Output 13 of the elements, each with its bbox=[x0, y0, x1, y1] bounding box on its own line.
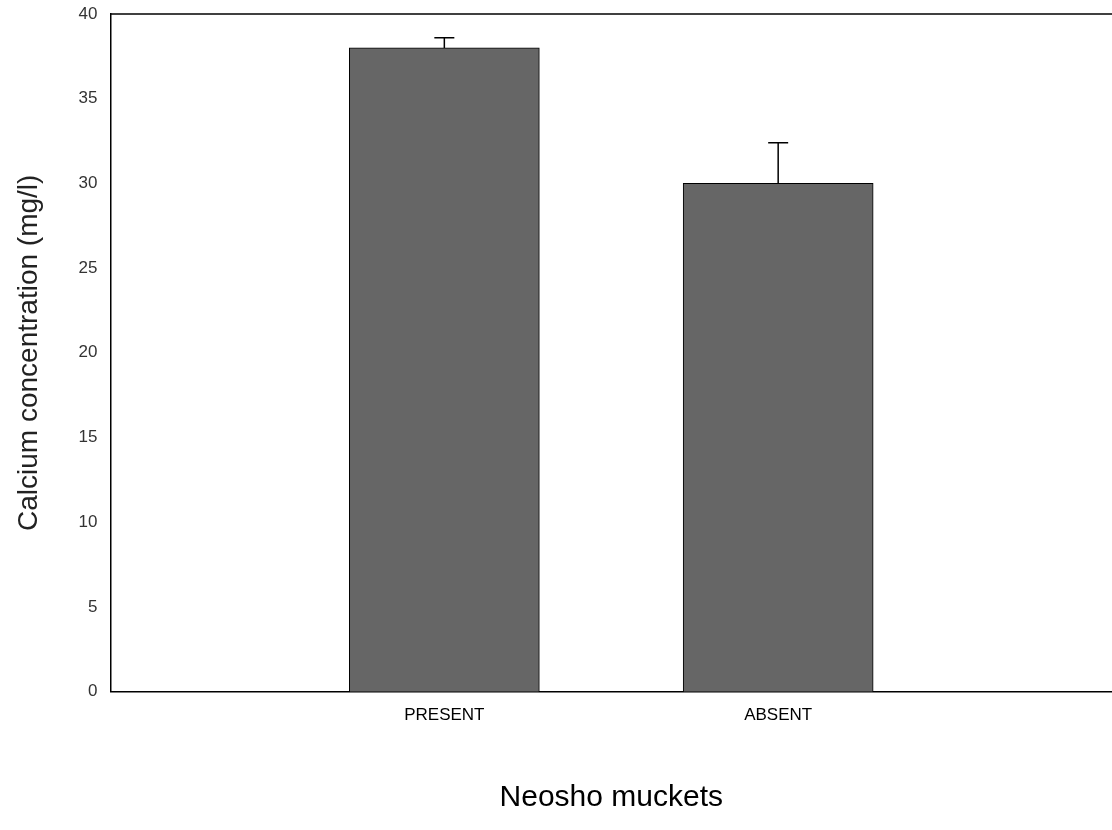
y-tick-label: 10 bbox=[78, 511, 98, 531]
x-tick-label: ABSENT bbox=[744, 705, 813, 725]
x-tick-label: PRESENT bbox=[404, 705, 485, 725]
y-tick-label: 40 bbox=[78, 3, 98, 23]
y-tick-label: 5 bbox=[88, 596, 98, 616]
y-tick-label: 0 bbox=[88, 681, 98, 701]
y-tick-label: 15 bbox=[78, 427, 98, 447]
y-tick-label: 30 bbox=[78, 173, 98, 193]
y-tick-label: 35 bbox=[78, 88, 98, 108]
y-tick-label: 25 bbox=[78, 257, 98, 277]
y-axis-title: Calcium concentration (mg/l) bbox=[11, 174, 43, 531]
y-tick-label: 20 bbox=[78, 342, 98, 362]
x-axis-title: Neosho muckets bbox=[499, 779, 723, 813]
